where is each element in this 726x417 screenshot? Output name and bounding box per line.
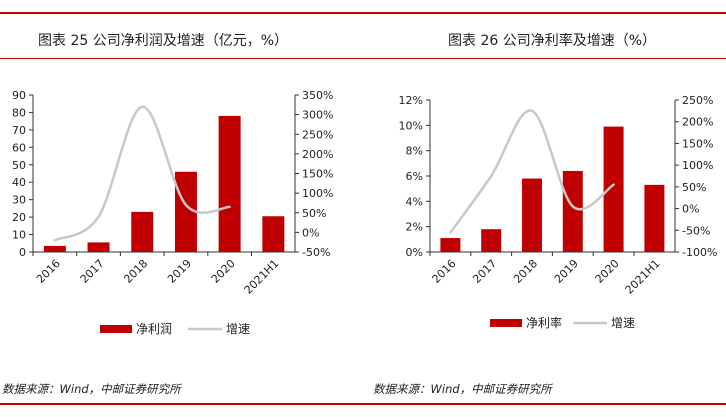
c1-bar <box>562 170 583 252</box>
c1-bar <box>481 229 502 252</box>
c0-bar <box>262 216 285 252</box>
title-underline <box>0 58 726 59</box>
c1-ytick-label: 4% <box>406 195 423 208</box>
c0-ytick-label: 90 <box>12 89 26 102</box>
c0-y2tick-label: -50% <box>302 246 330 259</box>
c1-y2tick-label: 150% <box>682 137 713 150</box>
c1-y2tick-label: -100% <box>682 246 717 259</box>
c0-bar <box>43 245 66 252</box>
c0-ytick-label: 20 <box>12 211 26 224</box>
c1-growth-line <box>449 109 615 234</box>
c1-ytick-label: 10% <box>399 119 423 132</box>
c0-ytick-label: 0 <box>19 246 26 259</box>
c0-legend-bar-swatch <box>100 325 132 333</box>
c0-y2tick-label: 200% <box>302 148 333 161</box>
c0-legend-line-label: 增速 <box>226 322 250 336</box>
c1-y2tick-label: 50% <box>682 181 706 194</box>
c0-y2tick-label: 150% <box>302 168 333 181</box>
c1-y2tick-label: 250% <box>682 94 713 107</box>
c0-bar <box>131 211 154 252</box>
c1-xtick-label: 2017 <box>470 257 499 286</box>
c1-y2tick-label: 0% <box>682 203 699 216</box>
c0-y2tick-label: 350% <box>302 89 333 102</box>
c1-bar <box>603 126 624 252</box>
c1-y2tick-label: -50% <box>682 224 710 237</box>
c0-ytick-label: 40 <box>12 176 26 189</box>
c0-ytick-label: 50 <box>12 159 26 172</box>
c0-bar <box>174 171 197 252</box>
c1-ytick-label: 0% <box>406 246 423 259</box>
c0-ytick-label: 70 <box>12 124 26 137</box>
figure-25-source: 数据来源：Wind，中邮证券研究所 <box>2 382 181 396</box>
c0-bar <box>87 242 110 252</box>
c1-legend-bar-label: 净利率 <box>526 315 562 330</box>
c1-legend-bar-swatch <box>490 319 522 327</box>
c0-ytick-label: 80 <box>12 106 26 119</box>
c1-xtick-label: 2019 <box>552 257 581 286</box>
c0-y2tick-label: 0% <box>302 226 319 239</box>
c1-y2tick-label: 200% <box>682 116 713 129</box>
c0-ytick-label: 30 <box>12 194 26 207</box>
c0-bar <box>218 115 241 252</box>
c1-xtick-label: 2016 <box>430 257 459 286</box>
c0-ytick-label: 10 <box>12 229 26 242</box>
c1-ytick-label: 8% <box>406 145 423 158</box>
c1-xtick-label: 2018 <box>511 257 540 286</box>
c0-growth-line <box>53 105 231 242</box>
c0-y2tick-label: 100% <box>302 187 333 200</box>
bottom-rule <box>0 403 726 405</box>
c1-bar <box>644 184 665 252</box>
figure-26-title: 图表 26 公司净利率及增速（%） <box>448 33 657 49</box>
figure-25-title: 图表 25 公司净利润及增速（亿元，%） <box>38 33 289 49</box>
figure-26-source: 数据来源：Wind，中邮证券研究所 <box>373 382 552 396</box>
c0-y2tick-label: 50% <box>302 207 326 220</box>
c1-y2tick-label: 100% <box>682 159 713 172</box>
c0-ytick-label: 60 <box>12 141 26 154</box>
c0-legend-bar-label: 净利润 <box>136 322 172 336</box>
c1-ytick-label: 6% <box>406 170 423 183</box>
c0-y2tick-label: 250% <box>302 128 333 141</box>
c1-legend-line-label: 增速 <box>611 316 635 330</box>
c1-xtick-label: 2020 <box>593 257 622 286</box>
c0-y2tick-label: 300% <box>302 109 333 122</box>
c1-ytick-label: 2% <box>406 221 423 234</box>
c1-bar <box>440 238 461 252</box>
c1-xtick-label: 2021H1 <box>623 257 663 297</box>
c1-bar <box>522 178 542 252</box>
top-rule <box>0 12 726 14</box>
c1-ytick-label: 12% <box>399 94 423 107</box>
